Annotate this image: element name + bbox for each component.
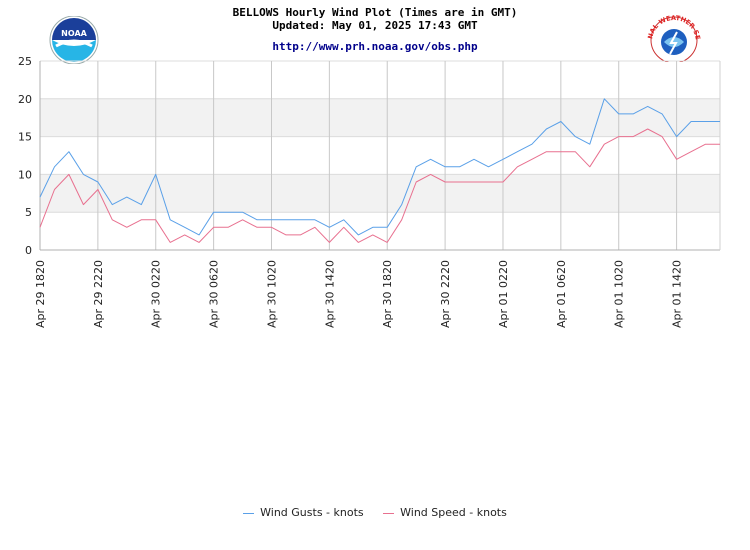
x-tick-label: Apr 30 1820 xyxy=(381,260,394,328)
x-tick-label: Apr 30 0620 xyxy=(208,260,221,328)
y-tick-label: 25 xyxy=(18,55,32,68)
legend-swatch-speed xyxy=(383,512,395,514)
legend-item-speed[interactable]: Wind Speed - knots xyxy=(383,506,507,519)
x-tick-label: Apr 30 1020 xyxy=(265,260,278,328)
band-5-10 xyxy=(40,174,720,213)
legend: Wind Gusts - knots Wind Speed - knots xyxy=(0,506,750,519)
band-15-20 xyxy=(40,98,720,137)
x-tick-label: Apr 29 1820 xyxy=(34,260,47,328)
x-tick-labels: Apr 29 1820 Apr 29 2220 Apr 30 0220 Apr 30 … xyxy=(34,260,684,328)
x-tick-label: Apr 29 2220 xyxy=(92,260,105,328)
nws-logo: NATIONAL WEATHER SERVICE xyxy=(644,14,702,62)
grid-lines xyxy=(39,60,720,250)
x-tick-label: Apr 01 0620 xyxy=(555,260,568,328)
noaa-logo: NOAA xyxy=(49,16,99,64)
series-lines xyxy=(39,98,720,243)
y-tick-label: 0 xyxy=(25,244,32,257)
chart-title: BELLOWS Hourly Wind Plot (Times are in G… xyxy=(232,6,518,19)
x-tick-label: Apr 01 1020 xyxy=(613,260,626,328)
y-tick-label: 5 xyxy=(25,206,32,219)
x-tick-label: Apr 01 0220 xyxy=(497,260,510,328)
y-tick-label: 15 xyxy=(18,131,32,144)
x-tick-label: Apr 30 1420 xyxy=(323,260,336,328)
background-bands xyxy=(40,98,720,213)
series-line-speed xyxy=(39,128,720,243)
x-tick-label: Apr 30 0220 xyxy=(150,260,163,328)
x-tick-label: Apr 30 2220 xyxy=(439,260,452,328)
updated-timestamp: Updated: May 01, 2025 17:43 GMT xyxy=(272,19,478,32)
axes xyxy=(39,61,721,251)
legend-swatch-gusts xyxy=(243,512,255,514)
legend-label-gusts: Wind Gusts - knots xyxy=(260,506,364,519)
legend-item-gusts[interactable]: Wind Gusts - knots xyxy=(243,506,364,519)
y-tick-label: 20 xyxy=(18,93,32,106)
y-tick-labels: 0 5 10 15 20 25 xyxy=(18,55,32,257)
obs-url-link[interactable]: http://www.prh.noaa.gov/obs.php xyxy=(272,40,478,53)
noaa-logo-text: NOAA xyxy=(61,29,87,38)
series-line-gusts xyxy=(39,98,720,236)
y-tick-label: 10 xyxy=(18,168,32,181)
legend-label-speed: Wind Speed - knots xyxy=(400,506,507,519)
x-tick-label: Apr 01 1420 xyxy=(671,260,684,328)
